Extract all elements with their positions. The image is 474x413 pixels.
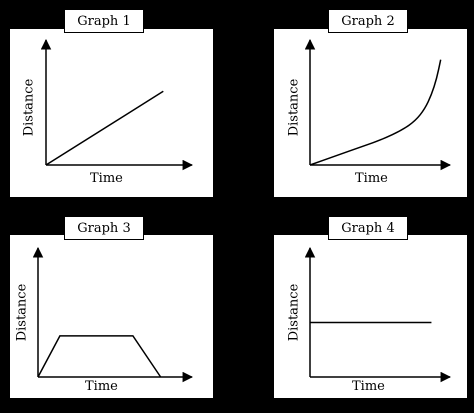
graph-2-series-line bbox=[309, 59, 442, 166]
graph-panel-2 bbox=[273, 28, 468, 198]
graph-1-x-label: Time bbox=[90, 171, 123, 186]
graph-3-title: Graph 3 bbox=[64, 216, 144, 240]
graph-1-title: Graph 1 bbox=[64, 9, 144, 33]
graph-2-y-label: Distance bbox=[286, 78, 302, 137]
graph-panel-4 bbox=[273, 234, 468, 399]
graph-panel-3 bbox=[9, 234, 214, 399]
graph-1-y-label: Distance bbox=[21, 78, 37, 137]
graph-3-x-label: Time bbox=[85, 379, 118, 394]
graph-3-y-label: Distance bbox=[14, 283, 30, 342]
graph-4-y-label: Distance bbox=[286, 283, 302, 342]
graph-1-series-line bbox=[45, 90, 164, 166]
graph-3-series-line bbox=[37, 335, 162, 378]
graph-4-title: Graph 4 bbox=[328, 216, 408, 240]
graph-2-title: Graph 2 bbox=[328, 9, 408, 33]
graph-4-x-label: Time bbox=[352, 379, 385, 394]
graph-2-x-label: Time bbox=[355, 171, 388, 186]
graph-panel-1 bbox=[9, 28, 214, 198]
